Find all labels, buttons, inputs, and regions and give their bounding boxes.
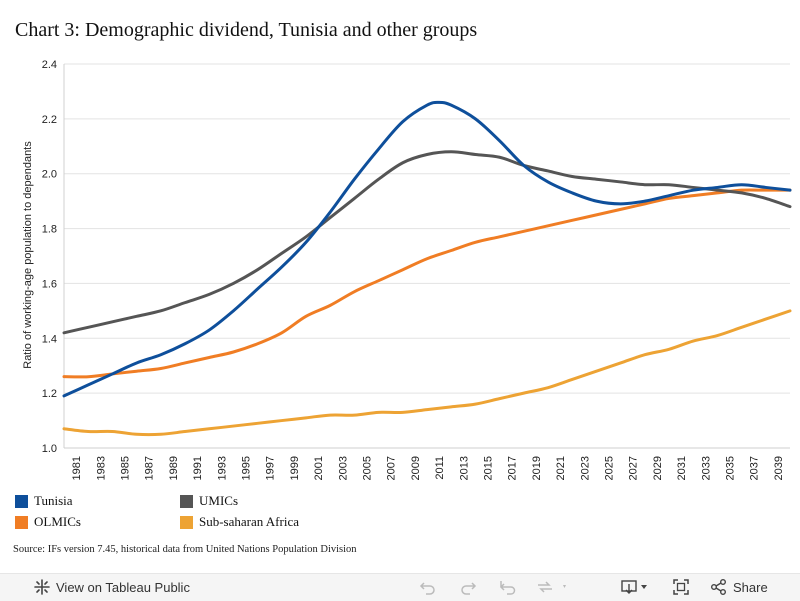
chart-title: Chart 3: Demographic dividend, Tunisia a…: [15, 19, 478, 41]
x-axis: 1981 1983 1985 1987 1989 1991 1993 1995 1997 1999…: [64, 447, 790, 480]
y-tick-label: 2.0: [42, 169, 57, 181]
y-tick-label: 1.8: [42, 224, 57, 236]
y-tick-label: 1.6: [42, 278, 57, 290]
y-tick-label: 1.2: [42, 388, 57, 400]
legend-label: Sub-saharan Africa: [199, 514, 299, 529]
redo-button[interactable]: [458, 578, 478, 596]
dropdown-caret-icon: [563, 585, 566, 588]
legend: Tunisia UMICs OLMICs Sub-saharan Africa: [15, 488, 475, 532]
x-tick-label: 2027: [628, 456, 640, 480]
x-tick-label: 2025: [604, 456, 616, 480]
x-tick-label: 2001: [313, 456, 325, 480]
share-button[interactable]: Share: [710, 578, 768, 596]
x-tick-label: 2017: [507, 456, 519, 480]
legend-item-umics[interactable]: UMICs: [180, 493, 238, 509]
x-tick-label: 2019: [531, 456, 543, 480]
undo-button[interactable]: [418, 578, 438, 596]
series-lines: [62, 100, 792, 437]
legend-item-tunisia[interactable]: Tunisia: [15, 493, 73, 509]
legend-label: UMICs: [199, 493, 239, 508]
x-tick-label: 1997: [265, 456, 277, 480]
download-button[interactable]: [620, 578, 652, 596]
x-tick-label: 1985: [120, 456, 132, 480]
source-note: Source: IFs version 7.45, historical dat…: [13, 544, 357, 555]
x-tick-label: 2031: [676, 456, 688, 480]
series-line-umics[interactable]: [62, 150, 792, 335]
legend-item-olmics[interactable]: OLMICs: [15, 514, 81, 530]
x-tick-label: 1983: [95, 456, 107, 480]
x-tick-label: 2003: [337, 456, 349, 480]
x-tick-label: 1981: [71, 456, 83, 480]
tableau-toolbar: View on Tableau Public: [0, 573, 800, 601]
y-axis-label: Ratio of working-age population to depen…: [22, 141, 34, 369]
undo-icon: [419, 582, 435, 595]
revert-icon: [499, 581, 516, 595]
revert-button[interactable]: [498, 578, 518, 596]
x-tick-label: 2015: [483, 456, 495, 480]
x-tick-label: 2023: [579, 456, 591, 480]
x-tick-label: 1987: [144, 456, 156, 480]
y-tick-label: 1.4: [42, 333, 57, 345]
share-label: Share: [733, 579, 768, 595]
view-on-tableau-label: View on Tableau Public: [56, 579, 190, 595]
legend-swatch: [180, 494, 193, 508]
x-tick-label: 1989: [168, 456, 180, 480]
x-tick-label: 2033: [700, 456, 712, 480]
x-tick-label: 2009: [410, 456, 422, 480]
series-line-tunisia[interactable]: [62, 100, 792, 398]
x-tick-label: 2021: [555, 456, 567, 480]
legend-swatch: [180, 515, 193, 529]
y-axis: 1.0 1.2 1.4 1.6 1.8 2.0 2.2 2.4: [42, 59, 65, 455]
x-tick-label: 2007: [386, 456, 398, 480]
legend-label: OLMICs: [34, 514, 81, 529]
x-tick-label: 2035: [725, 456, 737, 480]
x-tick-label: 2005: [362, 456, 374, 480]
y-tick-label: 2.2: [42, 114, 57, 126]
tableau-icon: [34, 579, 50, 595]
series-line-olmics[interactable]: [62, 188, 792, 379]
redo-icon: [461, 582, 477, 595]
series-line-sub-saharan-africa[interactable]: [62, 309, 792, 437]
line-chart: 1.01.21.41.61.82.02.22.4 1981 1983 1985 198…: [22, 59, 792, 480]
x-tick-label: 2013: [458, 456, 470, 480]
x-tick-label: 1991: [192, 456, 204, 480]
legend-label: Tunisia: [34, 493, 73, 508]
x-tick-label: 2029: [652, 456, 664, 480]
x-tick-label: 2039: [773, 456, 785, 480]
refresh-button[interactable]: [535, 578, 569, 596]
y-tick-label: 1.0: [42, 443, 57, 455]
fullscreen-button[interactable]: [672, 578, 690, 596]
x-tick-label: 1995: [241, 456, 253, 480]
view-on-tableau-public-link[interactable]: View on Tableau Public: [33, 578, 190, 596]
download-icon: [621, 580, 647, 594]
x-tick-label: 1999: [289, 456, 301, 480]
legend-item-sub-saharan-africa[interactable]: Sub-saharan Africa: [180, 514, 299, 530]
x-tick-label: 2037: [749, 456, 761, 480]
fullscreen-icon: [673, 579, 689, 595]
grid-lines: [64, 63, 790, 394]
y-tick-label: 2.4: [42, 59, 57, 71]
legend-swatch: [15, 494, 28, 508]
legend-swatch: [15, 515, 28, 529]
share-icon: [711, 579, 726, 595]
x-tick-label: 1993: [216, 456, 228, 480]
refresh-icon: [538, 581, 566, 593]
x-tick-label: 2011: [434, 456, 446, 480]
